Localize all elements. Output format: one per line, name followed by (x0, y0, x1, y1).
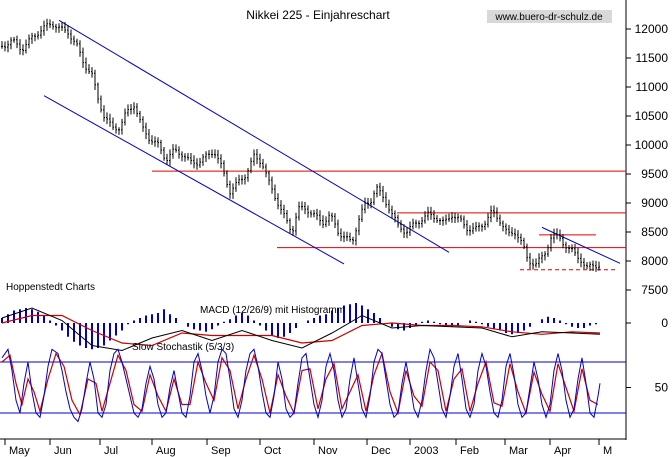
source-label: Hoppenstedt Charts (6, 282, 95, 293)
macd-signal-line (1, 314, 601, 347)
x-tick-label: Dec (371, 445, 391, 457)
x-tick-label: May (9, 445, 30, 457)
chart-title: Nikkei 225 - Einjahreschart (246, 8, 390, 22)
x-tick-label: 2003 (414, 445, 438, 457)
trend-channel-line (43, 95, 345, 265)
watermark-text: www.buero-dr-schulz.de (494, 12, 603, 23)
stochastic-k-line (1, 347, 601, 423)
price-tick-label: 11000 (636, 80, 669, 94)
x-tick-label: Nov (318, 445, 338, 457)
price-tick-label: 7500 (641, 283, 668, 297)
macd-line (1, 307, 601, 352)
macd-title: MACD (12/26/9) mit Histogramm (200, 305, 345, 316)
price-tick-label: 11500 (636, 51, 669, 65)
watermark-box (487, 10, 612, 23)
x-tick-label: Mar (509, 445, 528, 457)
price-tick-label: 10500 (635, 109, 669, 123)
x-tick-label: M (603, 445, 612, 457)
price-tick-label: 12000 (635, 22, 669, 36)
macd-tick-label: 0 (661, 316, 668, 330)
price-tick-label: 8500 (641, 225, 668, 239)
x-tick-label: Oct (264, 445, 281, 457)
x-tick-label: Sep (211, 445, 231, 457)
price-tick-label: 9000 (641, 196, 668, 210)
x-tick-label: Apr (554, 445, 571, 457)
stochastic-tick-label: 50 (655, 381, 669, 395)
x-tick-label: Aug (156, 445, 176, 457)
price-tick-label: 10000 (635, 138, 669, 152)
x-tick-label: Feb (460, 445, 479, 457)
trend-channel-line (58, 19, 450, 253)
x-tick-label: Jun (54, 445, 72, 457)
x-tick-label: Jul (104, 445, 118, 457)
price-tick-label: 9500 (641, 167, 668, 181)
stochastic-title: Slow Stochastik (5/3/3) (132, 342, 234, 353)
price-tick-label: 8000 (641, 254, 668, 268)
